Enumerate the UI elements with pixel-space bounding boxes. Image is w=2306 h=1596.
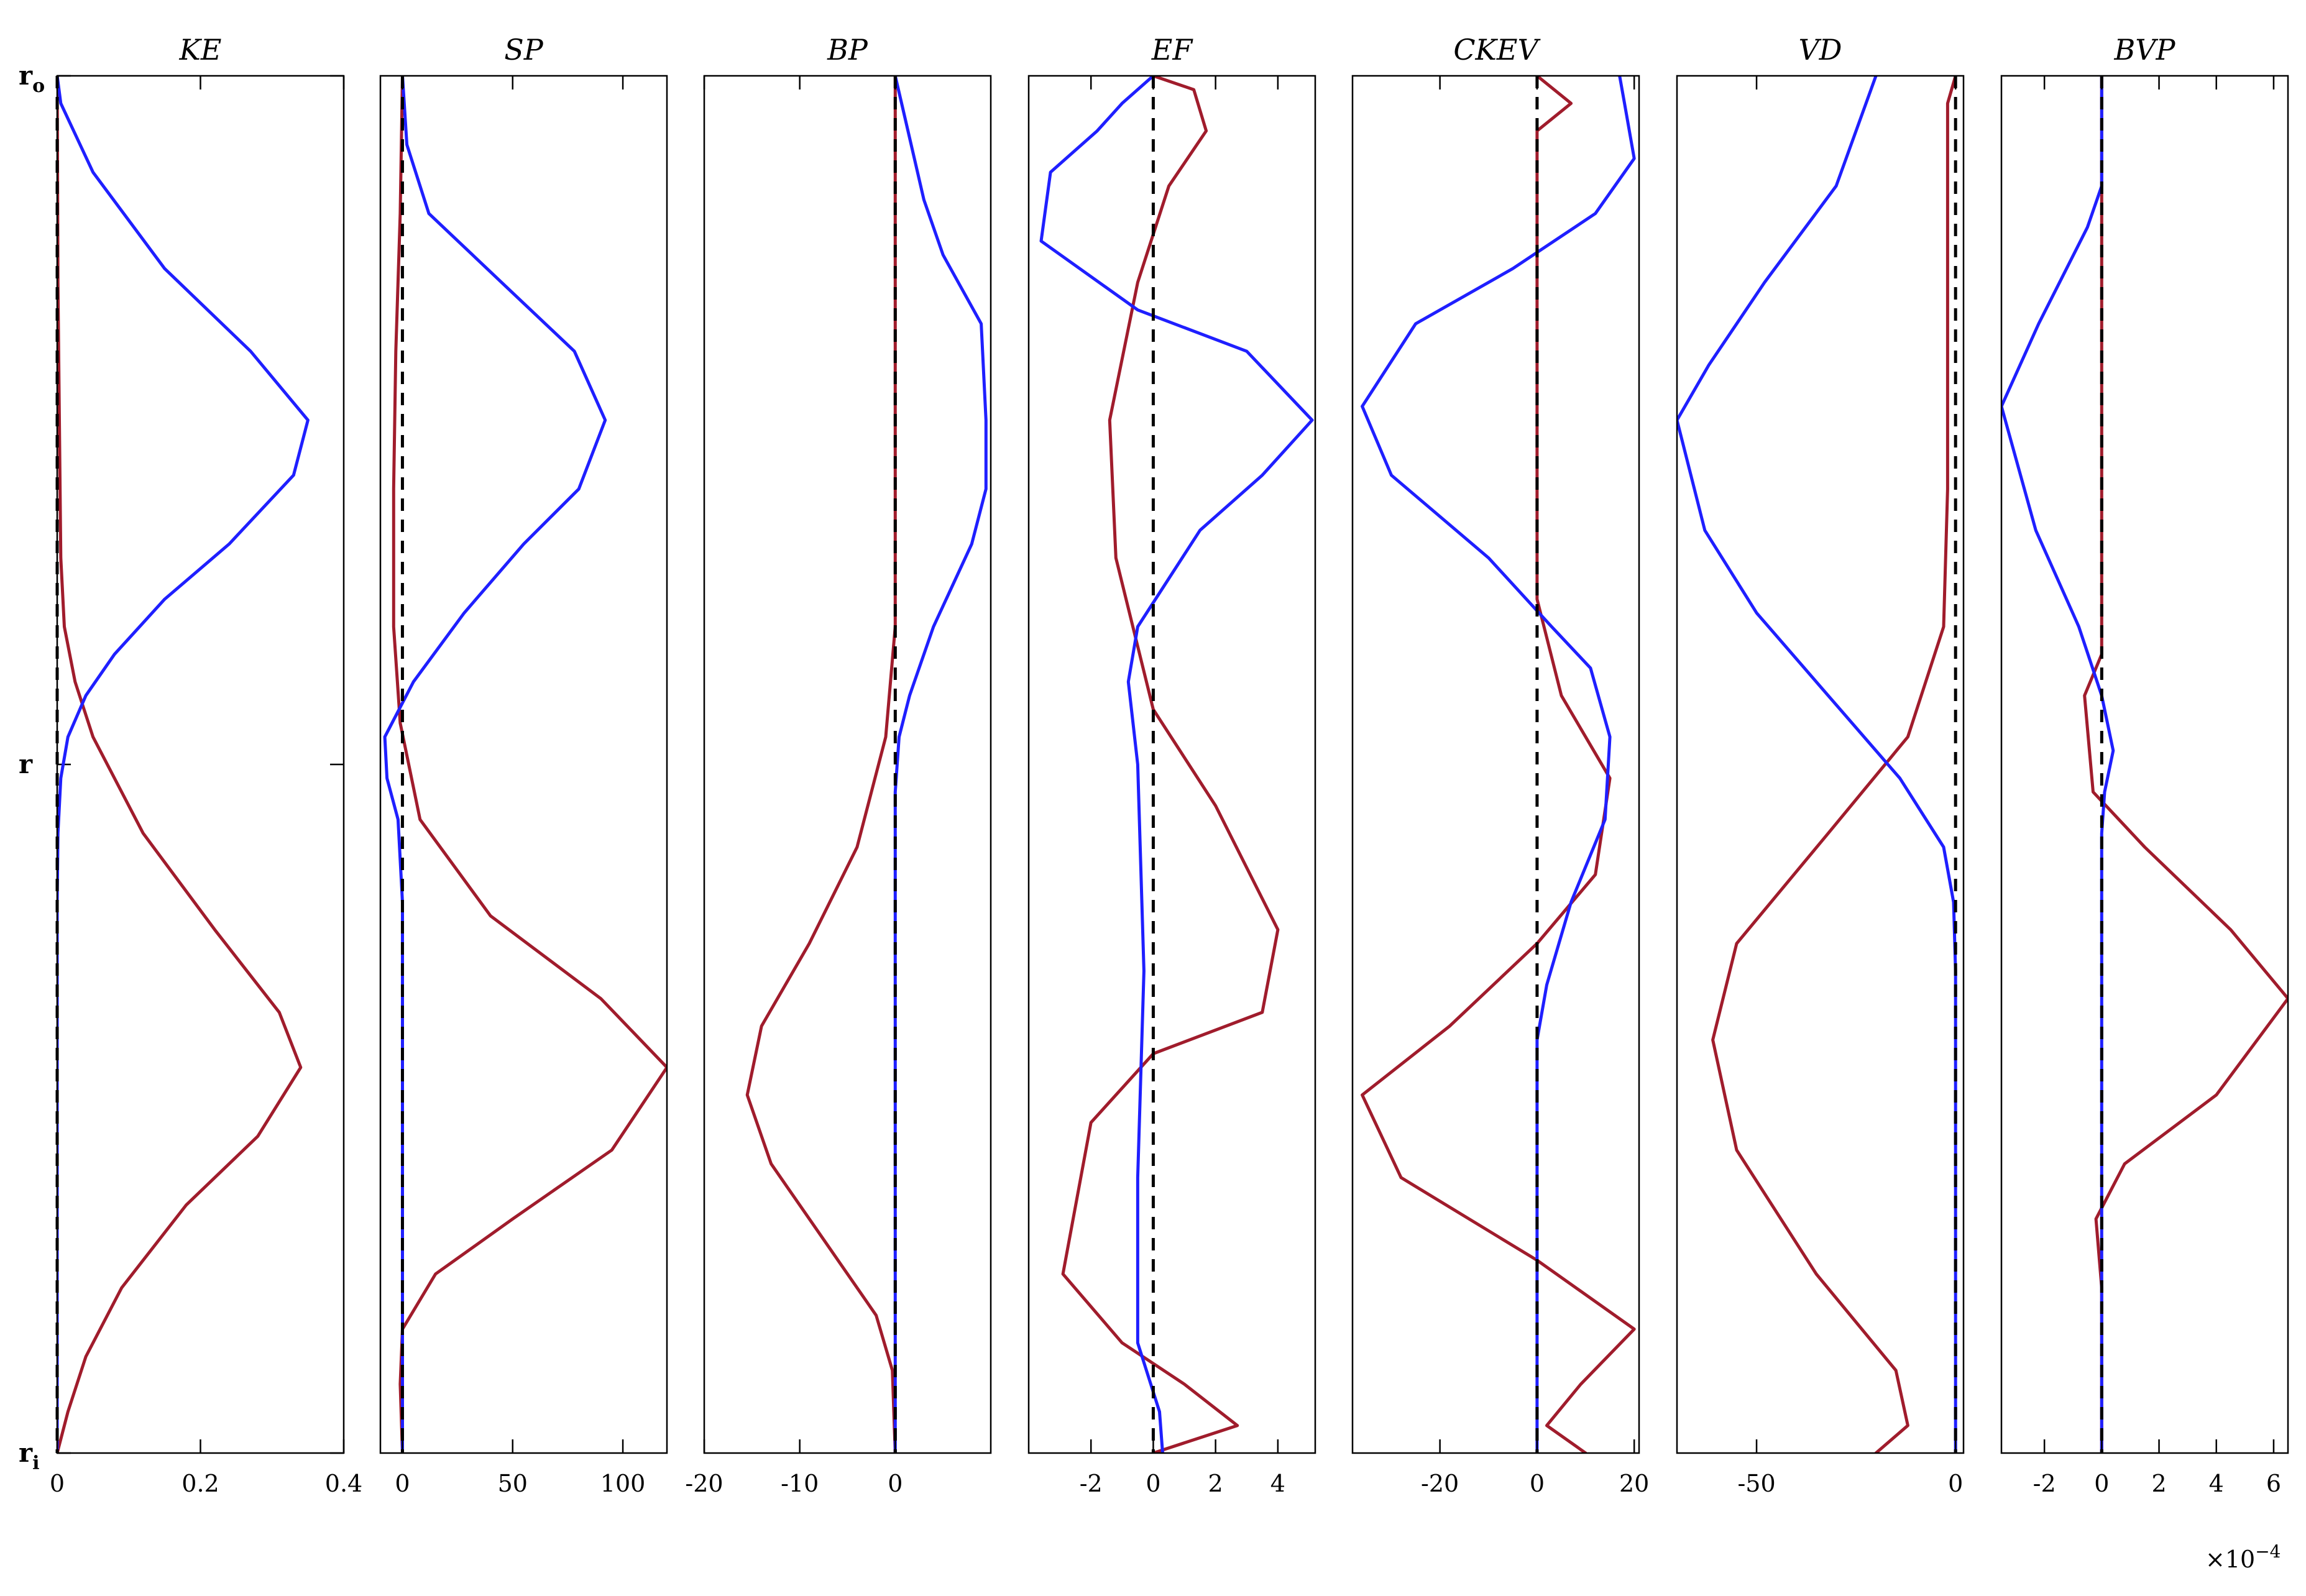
series-line-blue [2001, 76, 2115, 1453]
panel-title: SP [504, 33, 544, 66]
x-tick-label: 100 [600, 1470, 646, 1497]
x-tick-label: -2 [2033, 1470, 2056, 1497]
series-line-red [1361, 76, 1636, 1453]
x-tick-label: 0.2 [181, 1470, 219, 1497]
panel-ef: EF -2 0 2 4 [1027, 33, 1316, 1497]
panel-title: VD [1798, 33, 1842, 66]
x-tick-label: 0 [50, 1470, 65, 1497]
panel-title: EF [1151, 33, 1194, 66]
panel-title: CKEV [1453, 33, 1541, 66]
x-tick-label: 0 [1146, 1470, 1160, 1497]
x-tick-label: 0 [2094, 1470, 2109, 1497]
series-line-blue [1677, 76, 1957, 1453]
y-tick-label: ro [19, 60, 45, 97]
y-tick-label: r [19, 749, 33, 779]
series-line-blue [1361, 76, 1636, 1453]
panel-bp: BP -20 -10 0 [685, 33, 992, 1497]
x-tick-label: 4 [1270, 1470, 1285, 1497]
panel-ke: KE 0 0.2 0.4 [50, 33, 362, 1497]
series-line-red [2083, 76, 2288, 1453]
series-line-blue [383, 76, 607, 1453]
axes-frame [56, 75, 345, 1454]
x-tick-label: 4 [2209, 1470, 2224, 1497]
axes-frame [703, 75, 992, 1454]
axes-frame [1027, 75, 1316, 1454]
x-tick-label: 20 [1619, 1470, 1649, 1497]
panel-title: KE [179, 33, 222, 66]
axes-frame [1351, 75, 1640, 1454]
x-tick-label: -10 [781, 1470, 819, 1497]
series-line-red [57, 76, 303, 1453]
curves [2001, 76, 2288, 1453]
y-axis-labels: ro r ri [19, 60, 344, 1474]
x-tick-label: -20 [1421, 1470, 1459, 1497]
x-tick-label: 6 [2266, 1470, 2281, 1497]
curves [745, 76, 988, 1453]
x-tick-label: 0 [888, 1470, 903, 1497]
panel-title: BP [827, 33, 868, 66]
series-line-blue [57, 76, 310, 1453]
panel-vd: VD -50 0 [1676, 33, 1965, 1497]
x-tick-label: -20 [685, 1470, 723, 1497]
panel-bvp: BVP -2 0 2 4 6 [2000, 33, 2289, 1497]
series-line-red [745, 76, 897, 1453]
curves [1361, 76, 1636, 1453]
axes-frame [2000, 75, 2289, 1454]
x-tick-label: 0 [1530, 1470, 1545, 1497]
x-tick-label: -50 [1737, 1470, 1775, 1497]
x-tick-label: -2 [1080, 1470, 1103, 1497]
axes-frame [379, 75, 668, 1454]
panel-ckev: CKEV -20 0 20 [1351, 33, 1649, 1497]
series-line-red [1711, 76, 1957, 1453]
x-exponent-label: ×10−4 [2205, 1541, 2281, 1573]
curves [383, 76, 667, 1453]
curves [57, 76, 310, 1453]
axes-frame [1676, 75, 1965, 1454]
x-tick-label: 2 [1208, 1470, 1223, 1497]
series-line-red [1061, 76, 1280, 1453]
x-tick-label: 2 [2151, 1470, 2166, 1497]
series-line-blue [893, 76, 988, 1453]
curves [1039, 76, 1314, 1453]
series-line-blue [1039, 76, 1314, 1453]
x-tick-label: 0 [1948, 1470, 1963, 1497]
series-line-red [392, 76, 667, 1453]
x-tick-label: 50 [498, 1470, 528, 1497]
x-tick-label: 0.4 [325, 1470, 362, 1497]
curves [1677, 76, 1957, 1453]
panel-sp: SP 0 50 100 [379, 33, 668, 1497]
y-tick-label: ri [19, 1438, 40, 1474]
x-tick-label: 0 [395, 1470, 410, 1497]
panel-title: BVP [2114, 33, 2176, 66]
